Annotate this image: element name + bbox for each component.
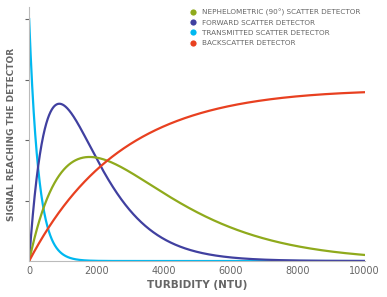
Y-axis label: SIGNAL REACHING THE DETECTOR: SIGNAL REACHING THE DETECTOR: [7, 48, 16, 221]
Legend: NEPHELOMETRIC (90°) SCATTER DETECTOR, FORWARD SCATTER DETECTOR, TRANSMITTED SCAT: NEPHELOMETRIC (90°) SCATTER DETECTOR, FO…: [185, 8, 361, 47]
X-axis label: TURBIDITY (NTU): TURBIDITY (NTU): [147, 280, 247, 290]
